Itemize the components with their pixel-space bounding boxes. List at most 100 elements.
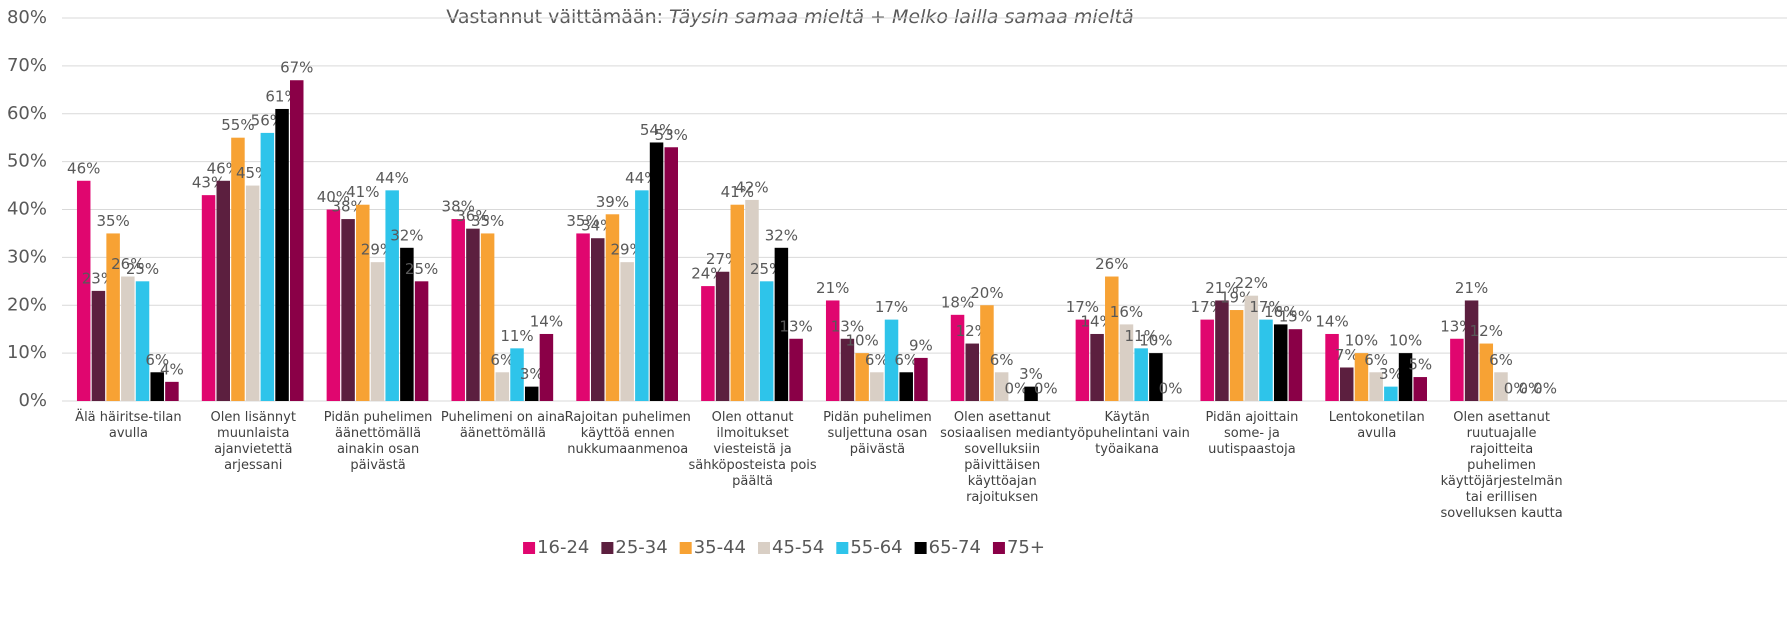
- data-label: 3%: [1379, 365, 1403, 383]
- bar: [1479, 343, 1494, 401]
- y-tick-label: 80%: [7, 7, 47, 28]
- data-label: 0%: [1159, 380, 1183, 398]
- data-label: 36%: [456, 207, 489, 225]
- data-label: 55%: [221, 116, 254, 134]
- bar: [341, 219, 355, 401]
- data-label: 4%: [160, 360, 184, 378]
- data-label: 41%: [721, 183, 754, 201]
- bar: [605, 214, 620, 401]
- bar: [245, 185, 260, 401]
- data-label: 0%: [1034, 380, 1058, 398]
- bar: [1340, 367, 1354, 401]
- data-label: 3%: [1019, 365, 1043, 383]
- data-label: 54%: [640, 121, 673, 139]
- bar: [1354, 353, 1369, 401]
- data-label: 0%: [1518, 380, 1542, 398]
- bar: [1215, 300, 1229, 401]
- data-label: 46%: [67, 159, 100, 177]
- bar: [980, 305, 994, 401]
- bar: [356, 204, 370, 401]
- legend-label: 35-44: [694, 537, 746, 558]
- data-label: 16%: [1110, 303, 1143, 321]
- data-label: 0%: [1504, 380, 1528, 398]
- bar: [275, 108, 289, 402]
- bar: [216, 180, 230, 401]
- y-tick-label: 70%: [7, 55, 47, 76]
- bar: [1273, 324, 1288, 401]
- data-label: 26%: [1095, 255, 1128, 273]
- bar: [635, 190, 649, 401]
- x-tick-label: Olen asettanut sosiaalisen median sovell…: [940, 410, 1065, 505]
- data-label: 6%: [1489, 351, 1513, 369]
- data-label: 12%: [1470, 322, 1503, 340]
- bar: [495, 372, 510, 401]
- bar: [414, 281, 429, 401]
- bar: [1494, 372, 1508, 401]
- data-label: 38%: [442, 198, 475, 216]
- bar: [620, 262, 634, 401]
- legend-label: 45-54: [772, 537, 824, 558]
- chart-title: Vastannut väittämään: Täysin samaa mieltä…: [446, 6, 1133, 28]
- data-label: 67%: [280, 59, 313, 77]
- data-label: 17%: [1249, 298, 1282, 316]
- bar: [1369, 372, 1383, 401]
- bar: [701, 286, 715, 401]
- legend-label: 25-34: [615, 537, 667, 558]
- data-label: 21%: [816, 279, 849, 297]
- data-label: 18%: [941, 293, 974, 311]
- bar: [1413, 377, 1427, 401]
- bar: [1105, 276, 1119, 401]
- bar: [466, 228, 480, 401]
- legend-swatch: [523, 542, 536, 554]
- legend-label: 65-74: [929, 537, 981, 558]
- data-label: 14%: [1315, 312, 1348, 330]
- title-italic: Täysin samaa mieltä + Melko lailla samaa…: [669, 6, 1134, 28]
- title-main: Vastannut väittämään:: [446, 6, 663, 28]
- bar: [1398, 353, 1413, 401]
- data-label: 10%: [1139, 332, 1172, 350]
- data-label: 13%: [831, 317, 864, 335]
- bar: [510, 348, 524, 401]
- bar: [1090, 333, 1104, 401]
- bar: [591, 238, 605, 401]
- bar: [884, 319, 899, 401]
- data-label: 26%: [111, 255, 144, 273]
- data-label: 6%: [894, 351, 918, 369]
- bar: [91, 290, 106, 401]
- bar: [730, 204, 745, 401]
- bar: [649, 142, 664, 401]
- data-label: 6%: [990, 351, 1014, 369]
- data-label: 42%: [735, 178, 768, 196]
- legend-swatch: [836, 542, 849, 554]
- legend-swatch: [758, 542, 770, 554]
- bar: [326, 209, 341, 401]
- bar: [870, 372, 884, 401]
- bar: [1149, 353, 1163, 401]
- bar: [1119, 324, 1134, 401]
- data-label: 16%: [1264, 303, 1297, 321]
- data-label: 44%: [376, 169, 409, 187]
- legend-label: 16-24: [537, 537, 589, 558]
- data-label: 41%: [346, 183, 379, 201]
- bar: [451, 219, 465, 401]
- data-label: 6%: [490, 351, 514, 369]
- bar: [664, 147, 678, 401]
- bar: [1450, 338, 1464, 401]
- legend-label: 75+: [1007, 537, 1045, 558]
- legend-label: 55-64: [850, 537, 902, 558]
- data-label: 32%: [390, 226, 423, 244]
- data-label: 22%: [1235, 274, 1268, 292]
- x-tick-label: Lentokonetilan avulla: [1328, 410, 1425, 441]
- data-label: 9%: [909, 336, 933, 354]
- data-label: 35%: [96, 212, 129, 230]
- data-label: 32%: [765, 226, 798, 244]
- data-label: 40%: [317, 188, 350, 206]
- data-label: 6%: [145, 351, 169, 369]
- x-tick-label: Olen asettanut ruutuajalle rajoitteita p…: [1440, 410, 1563, 521]
- bar: [855, 353, 869, 401]
- x-tick-label: Rajoitan puhelimen käyttöä ennen nukkuma…: [564, 410, 691, 457]
- x-tick-label: Pidän ajoittain some- ja uutispaastoja: [1205, 410, 1299, 457]
- bar: [165, 381, 179, 401]
